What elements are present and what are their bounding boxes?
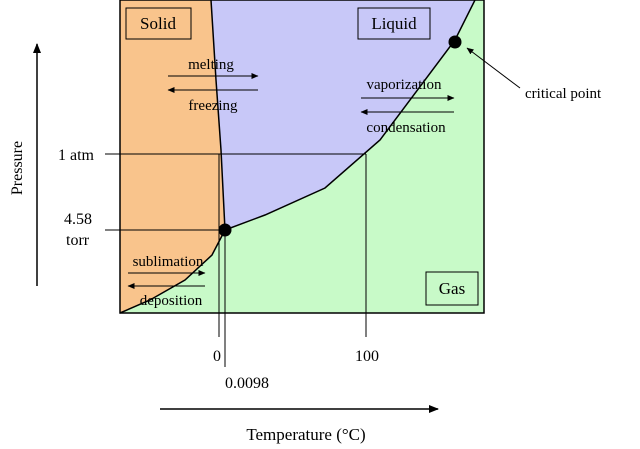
solid-label-box bbox=[125, 7, 192, 40]
solid-region bbox=[120, 0, 225, 313]
sublimation-curve bbox=[119, 229, 226, 314]
freezing-label: freezing bbox=[188, 98, 238, 114]
triple-pressure-tick-label-line1: 4.58 bbox=[64, 211, 92, 228]
triple-point-marker bbox=[218, 223, 232, 237]
critical-point-label: critical point bbox=[525, 86, 602, 102]
liquid-label-box bbox=[357, 7, 431, 40]
sublimation-label: sublimation bbox=[133, 254, 204, 270]
vaporization-curve bbox=[224, 0, 476, 231]
melting-label: melting bbox=[188, 57, 234, 73]
triple-temperature-tick-label: 0.0098 bbox=[225, 375, 269, 392]
condensation-label: condensation bbox=[366, 120, 446, 136]
plot-frame bbox=[119, 0, 485, 314]
melting-curve bbox=[210, 0, 226, 231]
gas-label: Gas bbox=[439, 279, 465, 298]
pressure-axis-label: Pressure bbox=[9, 141, 26, 195]
one-atm-tick-label: 1 atm bbox=[58, 147, 95, 164]
solid-label: Solid bbox=[140, 14, 176, 33]
triple-pressure-tick-label-line2: torr bbox=[66, 232, 90, 249]
liquid-region bbox=[211, 0, 475, 230]
liquid-label: Liquid bbox=[371, 14, 417, 33]
hundred-tick-label: 100 bbox=[355, 348, 379, 365]
vaporization-label: vaporization bbox=[367, 77, 442, 93]
temperature-axis-label: Temperature (°C) bbox=[246, 425, 365, 444]
critical-point-pointer bbox=[466, 47, 521, 89]
critical-point-marker bbox=[448, 35, 462, 49]
zero-tick-label: 0 bbox=[213, 348, 221, 365]
deposition-label: deposition bbox=[140, 293, 203, 309]
gas-label-box bbox=[425, 271, 479, 306]
